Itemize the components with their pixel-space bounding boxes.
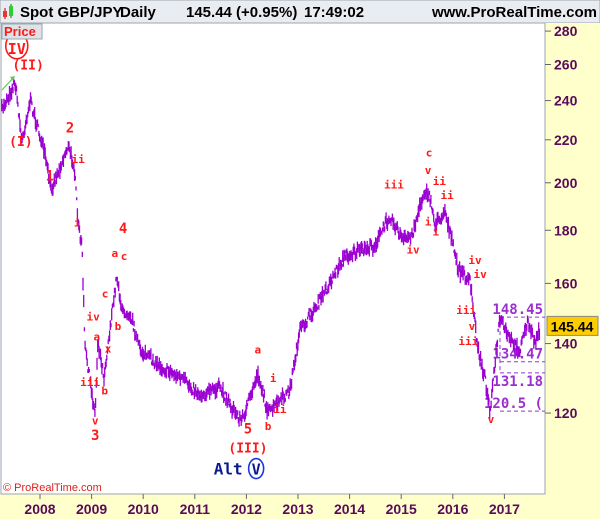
wave-label: iii bbox=[80, 376, 100, 389]
price-series-group bbox=[1, 78, 541, 427]
alt-label: Alt bbox=[214, 460, 243, 479]
site-link[interactable]: www.ProRealTime.com bbox=[431, 4, 597, 21]
wave-label: (III) bbox=[228, 441, 267, 456]
wave-label: v bbox=[488, 413, 495, 426]
level-label: 120.5 ( bbox=[484, 396, 543, 412]
wave-label: c bbox=[121, 250, 128, 263]
wave-label: 4 bbox=[119, 221, 127, 237]
last-price-value: 145.44 bbox=[551, 318, 594, 334]
panel-label-box bbox=[1, 23, 43, 40]
wave-label: 5 bbox=[244, 421, 252, 437]
wave-label: a bbox=[93, 330, 100, 343]
wave-label: iv bbox=[474, 268, 488, 281]
last-price-tag: 145.44 bbox=[546, 315, 599, 336]
y-tick-label: 280 bbox=[554, 23, 578, 39]
wave-label: i bbox=[432, 225, 439, 238]
candle-icon bbox=[3, 4, 13, 19]
wave-label: i bbox=[270, 372, 277, 385]
wave-label: 3 bbox=[91, 428, 99, 444]
wave-label: IV bbox=[8, 40, 26, 58]
x-tick-label: 2008 bbox=[24, 501, 55, 517]
wave-label: a bbox=[254, 343, 261, 356]
arrow-head-icon bbox=[10, 76, 15, 81]
alt-wave-label: V bbox=[252, 461, 261, 479]
y-tick-label: 160 bbox=[554, 275, 578, 291]
alt-wave-circle-icon bbox=[247, 457, 265, 480]
wave-label: c bbox=[102, 288, 109, 301]
y-tick-label: 200 bbox=[554, 175, 578, 191]
wave-label: v bbox=[425, 164, 432, 177]
y-axis-panel bbox=[545, 23, 600, 519]
wave-label: ii bbox=[273, 403, 287, 416]
wave-label: b bbox=[265, 420, 272, 433]
y-tick-label: 140 bbox=[554, 336, 578, 352]
y-tick-label: 260 bbox=[554, 57, 578, 73]
x-tick-label: 2017 bbox=[489, 501, 520, 517]
wave-label: a bbox=[112, 247, 119, 260]
wave-label: (I) bbox=[9, 135, 32, 150]
x-tick-label: 2014 bbox=[334, 501, 365, 517]
price-series bbox=[1, 78, 541, 427]
quote: 145.44 (+0.95%) bbox=[186, 4, 297, 21]
wave-label: (II) bbox=[12, 59, 43, 74]
wave-label: iv bbox=[406, 243, 420, 256]
y-tick-label: 220 bbox=[554, 132, 578, 148]
x-tick-label: 2016 bbox=[437, 501, 468, 517]
instrument-name: Spot GBP/JPY bbox=[20, 4, 123, 21]
x-tick-label: 2015 bbox=[386, 501, 417, 517]
x-tick-label: 2011 bbox=[180, 501, 211, 517]
wave-label: iv bbox=[87, 310, 101, 323]
y-axis: 120 140 160 180 200 220 240 260 280 bbox=[545, 23, 578, 421]
x-tick-label: 2013 bbox=[282, 501, 313, 517]
level-label: 148.45 bbox=[492, 302, 543, 318]
wave-label: 1 bbox=[46, 169, 54, 185]
panel-label: Price bbox=[4, 24, 36, 39]
time: 17:49:02 bbox=[304, 4, 364, 21]
wave-label: x bbox=[105, 342, 112, 355]
wave-label: b bbox=[115, 320, 122, 333]
wave-label: ii bbox=[440, 189, 454, 202]
wave-label: iii bbox=[456, 304, 476, 317]
wave-label: v bbox=[92, 414, 99, 427]
x-axis-panel bbox=[0, 494, 600, 519]
y-tick-label: 120 bbox=[554, 405, 578, 421]
wave-label: i bbox=[425, 215, 432, 228]
wave-label: iii bbox=[458, 335, 478, 348]
plot-area bbox=[0, 22, 546, 495]
level-label: 131.18 bbox=[492, 374, 543, 390]
copyright: © ProRealTime.com bbox=[3, 482, 102, 494]
y-tick-label: 180 bbox=[554, 222, 578, 238]
wave-label: iv bbox=[468, 254, 482, 267]
wave-label: 2 bbox=[66, 120, 74, 136]
x-axis: 2008 2009 2010 2011 2012 2013 2014 2015 2016 2017 bbox=[24, 494, 520, 517]
wave-label: ii bbox=[433, 175, 447, 188]
period: Daily bbox=[120, 4, 157, 21]
x-tick-label: 2012 bbox=[231, 501, 262, 517]
x-tick-label: 2009 bbox=[76, 501, 107, 517]
wave-label: v bbox=[469, 320, 476, 333]
wave-label: i bbox=[74, 216, 81, 229]
wave-label: iii bbox=[384, 178, 404, 191]
y-tick-label: 240 bbox=[554, 93, 578, 109]
wave-label: b bbox=[101, 385, 108, 398]
x-tick-label: 2010 bbox=[128, 501, 159, 517]
wave-label: ii bbox=[72, 153, 86, 166]
wave-label: c bbox=[426, 147, 433, 160]
